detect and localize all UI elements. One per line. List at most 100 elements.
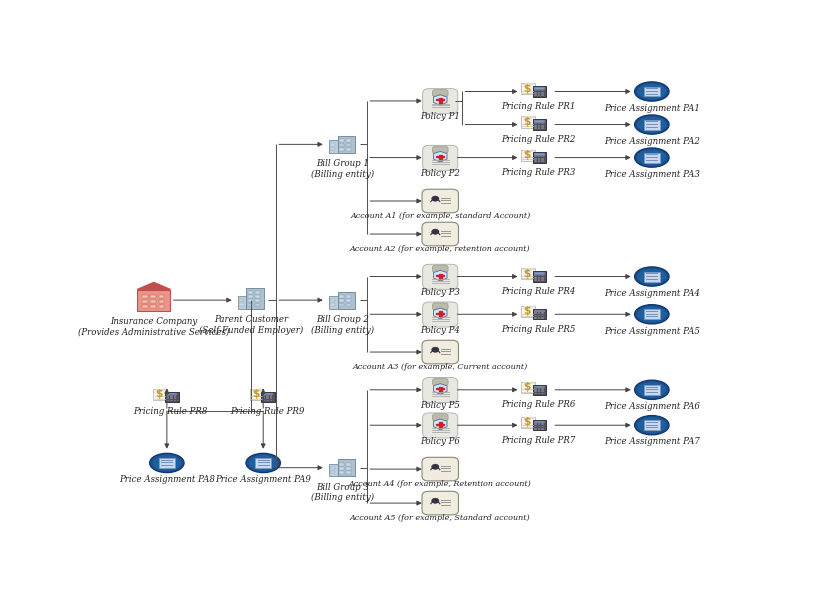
FancyBboxPatch shape [644, 385, 659, 395]
Text: $: $ [523, 268, 531, 278]
Bar [541, 392, 544, 394]
Bar [541, 275, 544, 276]
Bar [538, 275, 540, 276]
Bar [541, 390, 544, 392]
Bar [339, 463, 344, 465]
Bar [255, 291, 260, 294]
FancyBboxPatch shape [533, 420, 546, 430]
Bar [266, 400, 269, 402]
Bar [330, 466, 335, 469]
FancyBboxPatch shape [433, 303, 448, 310]
Bar [170, 395, 172, 397]
FancyBboxPatch shape [644, 86, 659, 96]
Ellipse shape [638, 150, 666, 166]
Bar [166, 397, 169, 399]
Polygon shape [436, 156, 444, 157]
Text: Account A1 (for example, standard Account): Account A1 (for example, standard Accoun… [350, 212, 530, 220]
Bar [538, 123, 540, 124]
Bar [534, 120, 544, 123]
Ellipse shape [150, 454, 184, 473]
FancyBboxPatch shape [521, 116, 535, 128]
Bar [541, 314, 544, 316]
FancyBboxPatch shape [255, 458, 271, 468]
Polygon shape [524, 83, 534, 86]
Bar [534, 390, 537, 392]
Text: $: $ [252, 389, 260, 399]
Bar [266, 397, 269, 399]
Text: $: $ [523, 83, 531, 94]
Ellipse shape [638, 116, 666, 132]
Bar [534, 123, 537, 124]
Polygon shape [433, 270, 447, 281]
Bar [534, 425, 537, 427]
Bar [538, 277, 540, 279]
Bar [166, 400, 169, 402]
FancyBboxPatch shape [159, 458, 175, 468]
Bar [534, 89, 537, 91]
Bar [263, 400, 265, 402]
FancyBboxPatch shape [521, 306, 535, 318]
Bar [150, 295, 155, 298]
FancyBboxPatch shape [154, 389, 167, 400]
Circle shape [432, 347, 439, 352]
FancyBboxPatch shape [433, 414, 448, 421]
Bar [339, 467, 344, 470]
Bar [538, 89, 540, 91]
FancyBboxPatch shape [644, 310, 659, 319]
Bar [541, 424, 544, 425]
Bar [330, 299, 335, 302]
FancyBboxPatch shape [137, 289, 171, 311]
FancyBboxPatch shape [433, 146, 448, 153]
FancyBboxPatch shape [423, 302, 458, 327]
Bar [541, 313, 544, 314]
Ellipse shape [635, 148, 669, 167]
Ellipse shape [638, 306, 666, 322]
Bar [339, 471, 344, 474]
Bar [330, 143, 335, 146]
Text: Policy P6: Policy P6 [420, 436, 460, 446]
Polygon shape [436, 424, 444, 425]
Polygon shape [524, 116, 534, 118]
FancyBboxPatch shape [338, 136, 354, 153]
Text: Policy P2: Policy P2 [420, 169, 460, 178]
FancyBboxPatch shape [239, 296, 247, 308]
Polygon shape [436, 275, 444, 276]
Text: Parent Customer
(Self-Funded Employer): Parent Customer (Self-Funded Employer) [199, 315, 303, 335]
Ellipse shape [635, 267, 669, 286]
FancyBboxPatch shape [422, 189, 459, 213]
Bar [159, 300, 164, 303]
Bar [174, 397, 176, 399]
Bar [249, 291, 253, 294]
Text: Policy P3: Policy P3 [420, 288, 460, 297]
Text: Policy P5: Policy P5 [420, 401, 460, 410]
Bar [541, 156, 544, 158]
FancyBboxPatch shape [521, 417, 535, 428]
Ellipse shape [635, 305, 669, 324]
Ellipse shape [635, 416, 669, 435]
Text: Account A4 (for example, Retention account): Account A4 (for example, Retention accou… [349, 481, 532, 489]
Bar [159, 305, 164, 308]
Text: Pricing Rule PR3: Pricing Rule PR3 [501, 168, 575, 177]
Bar [239, 303, 244, 306]
Text: Price Assignment PA9: Price Assignment PA9 [215, 475, 311, 484]
FancyBboxPatch shape [249, 389, 263, 400]
FancyBboxPatch shape [433, 265, 448, 272]
FancyBboxPatch shape [533, 272, 546, 281]
Bar [346, 467, 351, 470]
Bar [346, 303, 351, 306]
Text: Account A5 (for example, Standard account): Account A5 (for example, Standard accoun… [350, 514, 531, 522]
Ellipse shape [153, 455, 181, 471]
Text: $: $ [523, 417, 531, 427]
Bar [534, 92, 537, 94]
Polygon shape [438, 311, 442, 317]
Bar [534, 277, 537, 279]
FancyBboxPatch shape [423, 413, 458, 438]
Text: Price Assignment PA3: Price Assignment PA3 [604, 170, 700, 179]
Bar [534, 421, 544, 424]
Text: Insurance Company
(Provides Administrative Services): Insurance Company (Provides Administrati… [78, 317, 229, 337]
Bar [538, 317, 540, 319]
Polygon shape [438, 98, 442, 104]
Bar [330, 148, 335, 150]
Bar [541, 128, 544, 129]
Bar [263, 395, 265, 397]
